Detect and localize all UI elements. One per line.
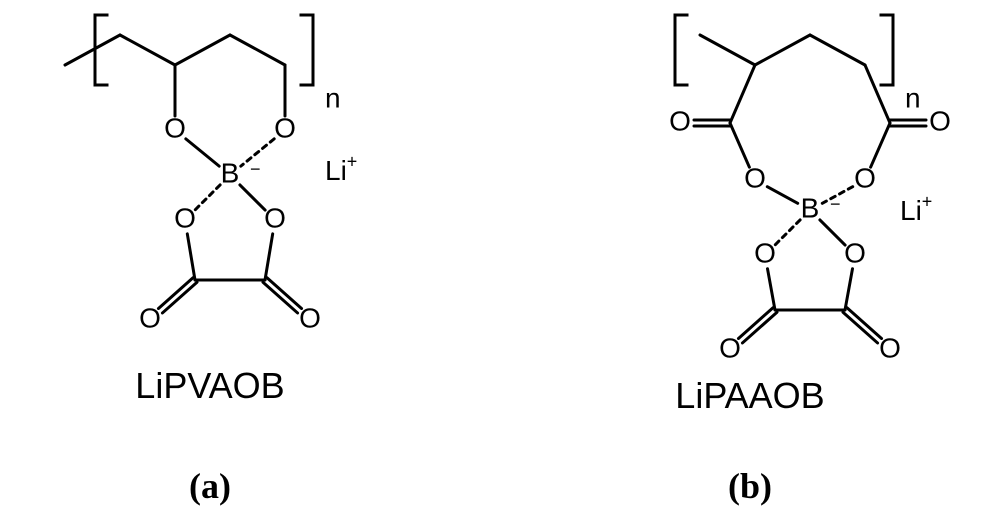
figure-root: OOBOOOO−nLi+ LiPVAOB (a) OOOOBOOOO−nLi+ … (0, 0, 1000, 527)
svg-text:O: O (669, 105, 691, 136)
svg-text:Li+: Li+ (900, 191, 932, 226)
svg-text:B: B (801, 192, 820, 223)
svg-text:O: O (744, 162, 766, 193)
molecule-b-name: LiPAAOB (620, 375, 880, 417)
svg-text:O: O (274, 112, 296, 143)
panel-label-a: (a) (150, 465, 270, 507)
svg-text:Li+: Li+ (325, 151, 357, 186)
svg-text:−: − (250, 159, 261, 179)
molecule-b: OOOOBOOOO−nLi+ (555, 5, 975, 375)
svg-text:O: O (844, 237, 866, 268)
svg-text:O: O (879, 332, 901, 363)
svg-text:n: n (325, 82, 341, 113)
svg-text:O: O (164, 112, 186, 143)
panel-label-b: (b) (690, 465, 810, 507)
svg-text:O: O (174, 202, 196, 233)
svg-text:−: − (830, 194, 841, 214)
molecule-a-name: LiPVAOB (80, 365, 340, 407)
molecule-a: OOBOOOO−nLi+ (25, 5, 405, 365)
svg-text:O: O (929, 105, 951, 136)
svg-text:O: O (139, 302, 161, 333)
svg-text:O: O (754, 237, 776, 268)
svg-text:n: n (905, 82, 921, 113)
svg-text:B: B (221, 157, 240, 188)
svg-text:O: O (264, 202, 286, 233)
svg-text:O: O (854, 162, 876, 193)
svg-text:O: O (719, 332, 741, 363)
svg-text:O: O (299, 302, 321, 333)
